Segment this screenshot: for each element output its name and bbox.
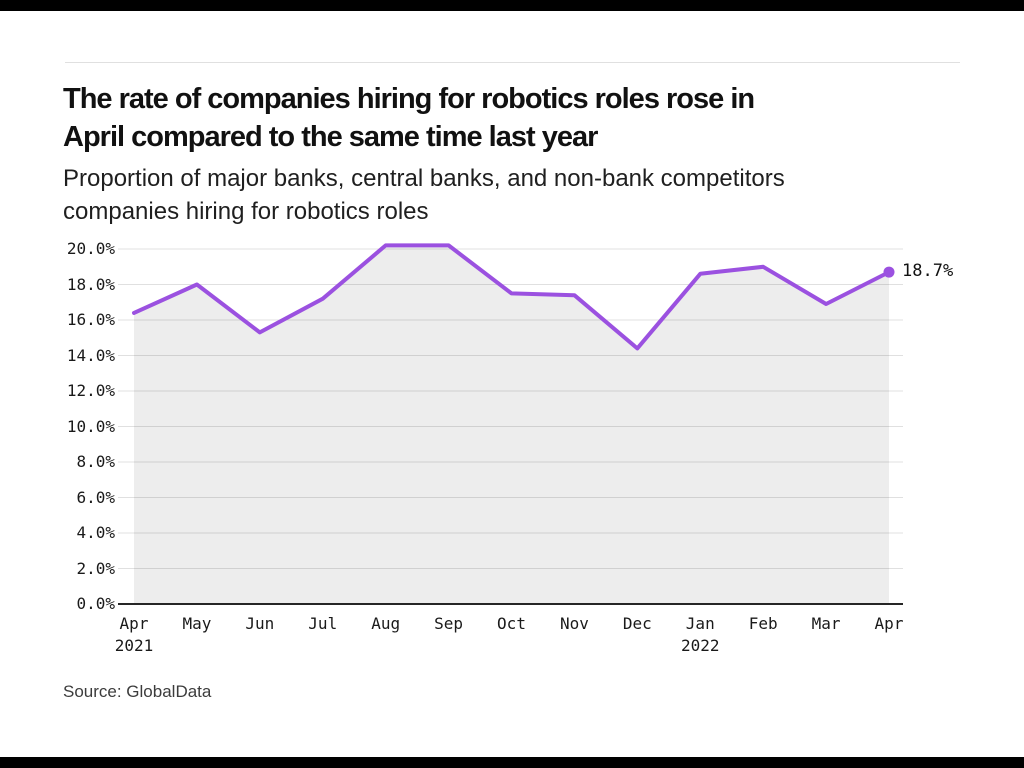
x-tick-month: Aug <box>371 614 401 633</box>
chart-subtitle-line-2: companies hiring for robotics roles <box>63 198 429 225</box>
x-tick-month: Apr <box>874 614 904 633</box>
y-axis-tick-label: 6.0% <box>76 487 115 507</box>
x-tick-month: Jun <box>245 614 275 633</box>
x-tick-month: Mar <box>811 614 841 633</box>
x-axis-tick-label: Apr 2021 <box>92 613 176 657</box>
chart-title-line-1: The rate of companies hiring for robotic… <box>63 83 755 115</box>
x-axis-tick-label: Jul <box>281 613 365 635</box>
x-axis-tick-label: Dec <box>595 613 679 635</box>
y-axis-tick-label: 16.0% <box>66 310 115 329</box>
chart-subtitle-line-1: Proportion of major banks, central banks… <box>63 165 785 192</box>
y-axis-tick-label: 10.0% <box>66 416 115 436</box>
end-point-marker <box>883 266 895 278</box>
x-axis-tick-label: May <box>155 613 239 635</box>
x-tick-month: Dec <box>622 614 652 633</box>
top-letterbox-bar <box>0 0 1024 11</box>
chart-title: The rate of companies hiring for robotic… <box>63 80 755 156</box>
x-tick-month: Jul <box>308 614 338 633</box>
x-tick-month: Feb <box>748 614 778 633</box>
y-axis-tick-label: 4.0% <box>76 523 115 542</box>
end-value-label: 18.7% <box>902 261 954 281</box>
x-axis-tick-label: Aug <box>344 613 428 635</box>
y-axis-tick-label: 2.0% <box>76 558 115 578</box>
y-axis-tick-label: 18.0% <box>66 274 115 294</box>
x-tick-month: Oct <box>497 614 526 633</box>
y-axis-tick-label: 12.0% <box>66 381 115 400</box>
x-axis-tick-label: Jan 2022 <box>658 613 742 657</box>
x-tick-month: Sep <box>434 614 464 633</box>
x-axis-tick-label: Mar <box>784 613 868 635</box>
x-axis-tick-label: Oct <box>470 613 554 635</box>
chart-subtitle: Proportion of major banks, central banks… <box>63 162 785 228</box>
x-tick-month: Nov <box>559 614 589 633</box>
y-axis-tick-label: 0.0% <box>76 594 115 613</box>
x-axis-tick-label: Jun <box>218 613 302 635</box>
y-axis-tick-label: 8.0% <box>76 452 115 471</box>
x-tick-year: 2021 <box>114 636 154 655</box>
x-axis-tick-label: Sep <box>407 613 491 635</box>
header-separator <box>65 62 960 63</box>
x-tick-year: 2022 <box>680 636 720 655</box>
x-tick-month: Apr <box>119 614 149 633</box>
x-axis-tick-label: Nov <box>532 613 616 635</box>
x-tick-month: Jan <box>685 614 715 633</box>
chart-title-line-2: April compared to the same time last yea… <box>63 121 598 153</box>
series-line <box>132 243 891 351</box>
y-axis-tick-label: 20.0% <box>66 239 115 258</box>
x-tick-month: May <box>182 614 212 633</box>
x-axis-tick-label: Apr <box>847 613 931 635</box>
source-note: Source: GlobalData <box>63 682 212 701</box>
bottom-letterbox-bar <box>0 757 1024 768</box>
x-axis-tick-label: Feb <box>721 613 805 635</box>
series-area <box>134 245 889 604</box>
y-axis-tick-label: 14.0% <box>66 345 115 365</box>
